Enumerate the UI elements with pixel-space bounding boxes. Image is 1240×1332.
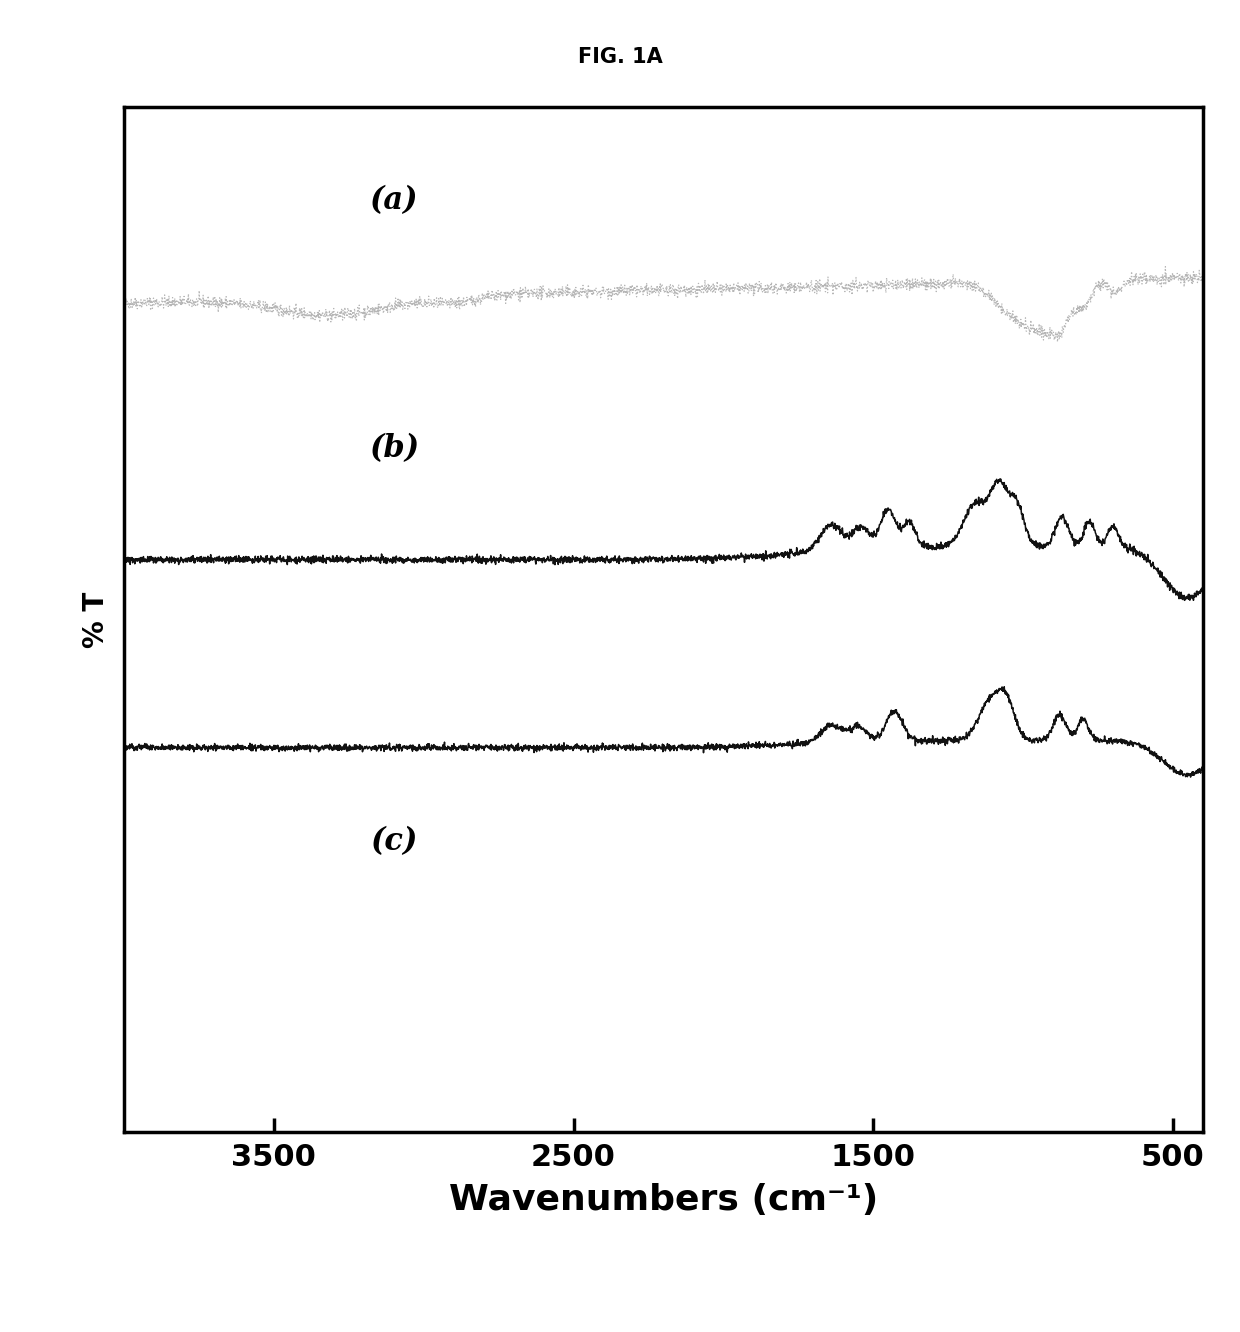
Text: FIG. 1A: FIG. 1A <box>578 47 662 67</box>
Text: (c): (c) <box>370 826 418 858</box>
X-axis label: Wavenumbers (cm⁻¹): Wavenumbers (cm⁻¹) <box>449 1183 878 1217</box>
Text: (a): (a) <box>370 185 418 216</box>
Y-axis label: % T: % T <box>82 591 110 647</box>
Text: (b): (b) <box>368 433 419 464</box>
